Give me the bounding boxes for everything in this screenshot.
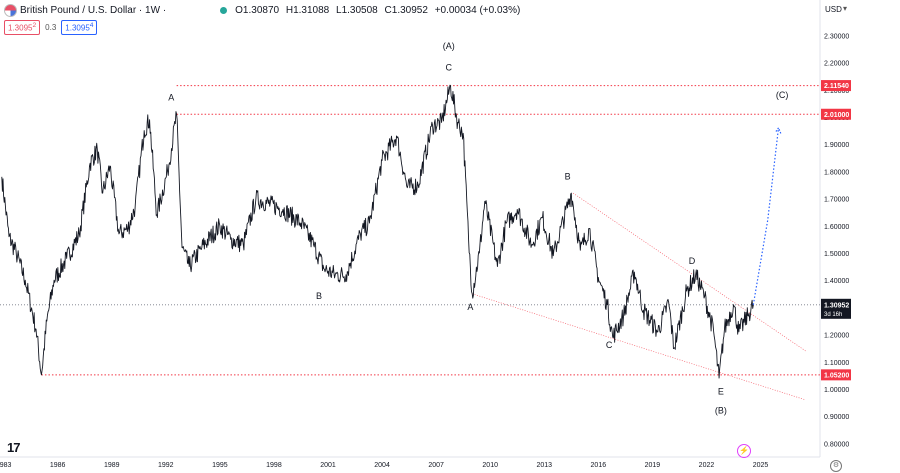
level-label: 2.11540	[824, 83, 849, 90]
x-tick-label: 2010	[482, 462, 498, 469]
wave-label: (C)	[776, 90, 789, 100]
level-label-box	[821, 108, 851, 120]
y-tick-label: 2.30000	[824, 33, 849, 40]
y-tick-label: 1.90000	[824, 142, 849, 149]
x-tick-label: 2013	[536, 462, 552, 469]
x-tick-label: 2004	[374, 462, 390, 469]
low-value: L1.30508	[336, 4, 378, 16]
y-tick-label: 1.20000	[824, 333, 849, 340]
wave-label: A	[168, 93, 174, 103]
tradingview-logo-icon: 17	[7, 440, 21, 455]
x-tick-label: 1986	[50, 462, 66, 469]
x-tick-label: 1992	[158, 462, 174, 469]
wave-label: C	[606, 340, 613, 350]
x-tick-label: 1983	[0, 462, 11, 469]
wave-label: D	[689, 256, 696, 266]
buy-button[interactable]: 1.30954	[61, 20, 98, 35]
market-status-dot	[220, 6, 228, 14]
level-label: 2.01000	[824, 112, 849, 119]
lightning-icon[interactable]: ⚡	[737, 444, 751, 458]
y-tick-label: 1.70000	[824, 197, 849, 204]
wave-label: B	[316, 291, 322, 301]
wave-label: B	[565, 172, 571, 182]
trade-buttons: 1.30952 0.3 1.30954	[4, 20, 98, 35]
x-tick-label: 2019	[645, 462, 661, 469]
sell-button[interactable]: 1.30952	[4, 20, 41, 35]
current-price-label: 1.30952	[824, 302, 849, 309]
x-tick-label: 1995	[212, 462, 228, 469]
wave-label: A	[467, 302, 473, 312]
ohlc-values: O1.30870 H1.31088 L1.30508 C1.30952 +0.0…	[235, 5, 524, 16]
price-line	[1, 84, 754, 379]
y-tick-label: 1.80000	[824, 169, 849, 176]
wave-label: (A)	[443, 41, 455, 51]
y-tick-label: 1.40000	[824, 278, 849, 285]
buy-price: 1.3095	[65, 23, 90, 33]
y-tick-label: 1.10000	[824, 360, 849, 367]
x-tick-label: 2001	[320, 462, 336, 469]
x-tick-label: 2022	[699, 462, 715, 469]
x-tick-label: 1998	[266, 462, 282, 469]
sell-price-suffix: 2	[32, 22, 37, 29]
wave-label: C	[445, 63, 452, 73]
level-label: 1.05200	[824, 372, 849, 379]
gbp-usd-flag-icon	[4, 3, 17, 17]
open-value: O1.30870	[235, 4, 280, 16]
change-value: +0.00034 (+0.03%)	[434, 4, 521, 16]
level-label-box	[821, 80, 851, 92]
close-value: C1.30952	[384, 4, 428, 16]
y-tick-label: 0.90000	[824, 414, 849, 421]
spread-value: 0.3	[45, 22, 57, 32]
current-price-box	[821, 298, 851, 319]
y-tick-label: 0.80000	[824, 441, 849, 448]
high-value: H1.31088	[285, 4, 330, 16]
trendline	[472, 293, 806, 401]
chart-header: British Pound / U.S. Dollar · 1W · O1.30…	[4, 3, 524, 17]
x-tick-label: 2025	[753, 462, 769, 469]
x-tick-label: 1989	[104, 462, 120, 469]
x-tick-label: 2016	[591, 462, 607, 469]
x-tick-label: 2007	[428, 462, 444, 469]
currency-label[interactable]: USD	[825, 5, 842, 14]
y-tick-label: 1.60000	[824, 224, 849, 231]
chevron-down-icon[interactable]: ▾	[843, 4, 848, 13]
sell-price: 1.3095	[8, 23, 33, 33]
y-tick-label: 1.00000	[824, 387, 849, 394]
trendline	[572, 192, 806, 352]
y-tick-label: 2.20000	[824, 61, 849, 68]
countdown-label: 3d 16h	[824, 312, 842, 318]
y-tick-label: 1.50000	[824, 251, 849, 258]
gear-icon[interactable]: ⚙	[830, 460, 842, 472]
symbol-title[interactable]: British Pound / U.S. Dollar · 1W ·	[20, 4, 167, 16]
wave-label: E	[718, 386, 724, 396]
wave-label: (B)	[715, 405, 727, 415]
buy-price-suffix: 4	[89, 22, 94, 29]
projection-arrowhead	[774, 126, 782, 134]
level-label-box	[821, 369, 851, 381]
y-tick-label: 2.10000	[824, 88, 849, 95]
projection-line	[752, 127, 780, 305]
